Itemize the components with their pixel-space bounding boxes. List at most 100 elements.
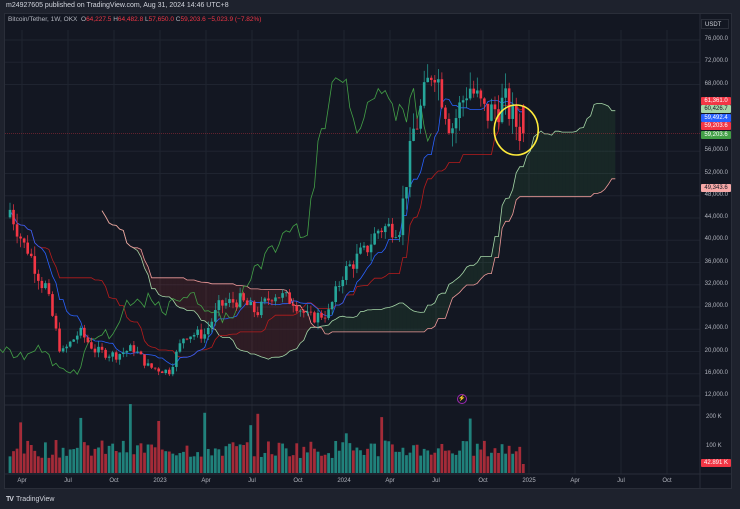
volume-bar bbox=[412, 445, 415, 473]
candle-body bbox=[429, 77, 433, 80]
volume-bar bbox=[26, 440, 30, 473]
volume-bar bbox=[29, 444, 33, 473]
volume-bar bbox=[323, 454, 327, 473]
ichimoku-cloud bbox=[526, 150, 531, 197]
volume-bar bbox=[58, 457, 61, 473]
candle-body bbox=[256, 312, 260, 316]
price-tick: 72,000.0 bbox=[704, 58, 728, 65]
ichimoku-cloud bbox=[470, 265, 474, 286]
volume-bar bbox=[376, 456, 380, 473]
volume-bar bbox=[167, 451, 171, 473]
volume-bar bbox=[178, 453, 182, 473]
time-tick: Apr bbox=[17, 478, 27, 484]
volume-bar bbox=[171, 453, 175, 473]
candle-body bbox=[178, 343, 182, 352]
candle-body bbox=[490, 104, 493, 121]
price-tick: 36,000.0 bbox=[704, 258, 728, 265]
candle-body bbox=[125, 350, 129, 353]
price-tag: 49,343.6 bbox=[701, 184, 731, 192]
senkou-span-b-line bbox=[101, 178, 616, 335]
ichimoku-cloud bbox=[569, 132, 573, 197]
price-tick: 44,000.0 bbox=[704, 214, 728, 221]
candle-body bbox=[475, 90, 479, 94]
volume-bar bbox=[238, 444, 242, 473]
candle-body bbox=[8, 209, 12, 218]
time-tick: Oct bbox=[109, 478, 119, 484]
ichimoku-cloud bbox=[601, 103, 605, 193]
ichimoku-cloud bbox=[494, 236, 499, 258]
volume-bar bbox=[72, 449, 76, 473]
ichimoku-cloud bbox=[257, 288, 262, 357]
candle-body bbox=[412, 128, 415, 141]
candle-body bbox=[458, 102, 461, 119]
candle-body bbox=[157, 368, 160, 372]
volume-bar bbox=[479, 449, 483, 473]
volume-bar bbox=[398, 451, 401, 473]
volume-bar bbox=[196, 452, 200, 473]
ichimoku-cloud bbox=[360, 311, 364, 332]
candle-body bbox=[129, 345, 132, 351]
candle-body bbox=[504, 88, 507, 98]
ichimoku-cloud bbox=[431, 302, 435, 329]
volume-bar bbox=[298, 457, 302, 473]
time-tick: Oct bbox=[293, 478, 303, 484]
volume-bar bbox=[390, 444, 394, 473]
currency-label[interactable]: USDT bbox=[701, 19, 729, 29]
candle-body bbox=[465, 98, 468, 101]
ichimoku-cloud bbox=[247, 286, 251, 355]
ichimoku-cloud bbox=[530, 136, 534, 197]
ichimoku-cloud bbox=[282, 289, 287, 357]
volume-bar bbox=[267, 441, 270, 473]
volume-bar bbox=[174, 455, 178, 473]
ichimoku-cloud bbox=[385, 307, 389, 332]
volume-bar bbox=[150, 444, 153, 473]
candle-body bbox=[387, 223, 391, 227]
price-tick: 52,000.0 bbox=[704, 169, 728, 176]
ichimoku-cloud bbox=[268, 289, 272, 360]
ichimoku-cloud bbox=[502, 198, 506, 229]
volume-bar bbox=[185, 445, 189, 473]
candle-body bbox=[398, 235, 401, 238]
candle-body bbox=[224, 302, 228, 306]
ichimoku-cloud bbox=[339, 316, 343, 332]
candle-body bbox=[522, 105, 525, 134]
candle-body bbox=[483, 98, 486, 104]
candle-body bbox=[298, 310, 302, 312]
volume-bar bbox=[19, 422, 23, 473]
ichimoku-cloud bbox=[491, 236, 495, 274]
ichimoku-cloud bbox=[155, 277, 159, 295]
volume-bar bbox=[426, 450, 430, 473]
ichimoku-cloud bbox=[597, 103, 602, 194]
ichimoku-cloud bbox=[148, 266, 152, 289]
volume-bar bbox=[281, 443, 284, 473]
ichimoku-cloud bbox=[381, 307, 386, 332]
ichimoku-cloud bbox=[364, 309, 368, 332]
ichimoku-cloud bbox=[555, 131, 559, 197]
lightning-event-icon[interactable]: ⚡ bbox=[457, 394, 467, 404]
candle-body bbox=[337, 286, 341, 287]
candle-body bbox=[437, 79, 440, 83]
candle-body bbox=[415, 128, 419, 130]
volume-bar bbox=[387, 441, 391, 473]
volume-bar bbox=[54, 440, 58, 473]
volume-bar bbox=[405, 455, 408, 473]
candle-body bbox=[288, 292, 291, 304]
price-tick: 76,000.0 bbox=[704, 36, 728, 42]
volume-bar bbox=[468, 418, 472, 473]
volume-bar bbox=[249, 425, 253, 473]
ichimoku-cloud bbox=[579, 127, 584, 197]
ichimoku-cloud bbox=[172, 277, 177, 306]
time-tick: Apr bbox=[385, 478, 395, 484]
volume-bar bbox=[182, 451, 185, 473]
candle-body bbox=[79, 327, 83, 336]
volume-bar bbox=[514, 451, 518, 473]
ichimoku-cloud bbox=[296, 305, 301, 349]
price-tick: 16,000.0 bbox=[704, 369, 728, 376]
volume-bar bbox=[75, 447, 79, 473]
candle-body bbox=[171, 366, 175, 375]
ichimoku-cloud bbox=[562, 132, 566, 197]
candle-body bbox=[511, 104, 514, 119]
price-tick: 12,000.0 bbox=[704, 392, 728, 399]
ichimoku-cloud bbox=[204, 282, 209, 324]
